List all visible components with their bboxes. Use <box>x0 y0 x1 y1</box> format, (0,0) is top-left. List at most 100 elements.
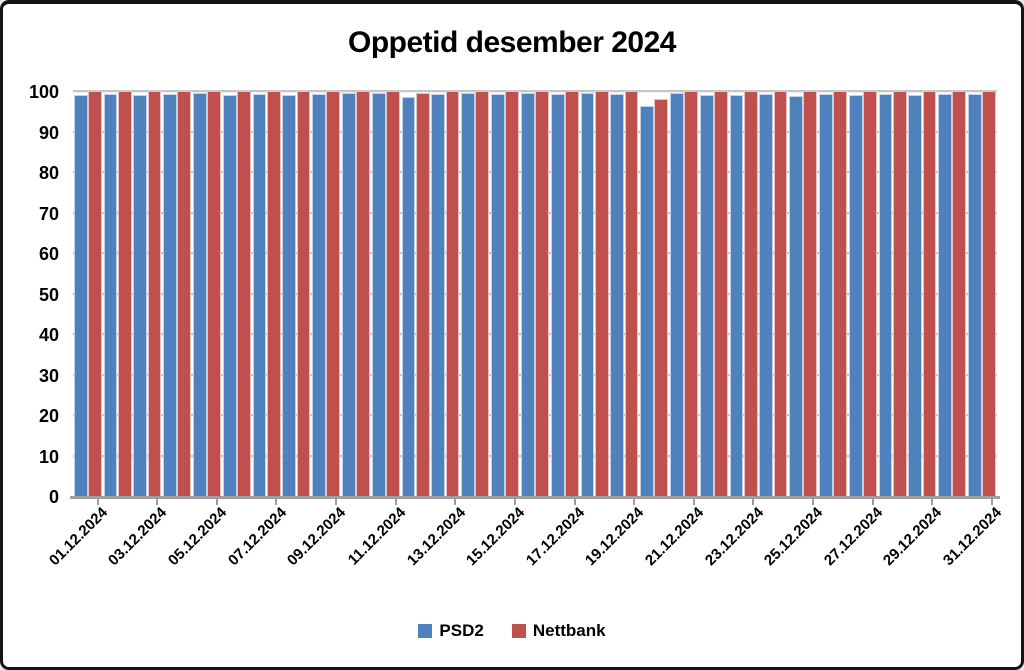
bar-nettbank-10.12.2024 <box>356 91 371 496</box>
bar-nettbank-20.12.2024 <box>654 99 669 496</box>
bar-psd2-14.12.2024 <box>461 93 476 496</box>
bar-psd2-23.12.2024 <box>729 94 744 496</box>
gridline-y-40 <box>73 333 997 335</box>
y-axis-label-70: 70 <box>38 203 59 224</box>
gridline-y-70 <box>73 211 997 214</box>
bar-psd2-09.12.2024 <box>312 93 327 496</box>
bar-nettbank-05.12.2024 <box>207 91 222 496</box>
bar-psd2-28.12.2024 <box>878 93 893 496</box>
bar-nettbank-22.12.2024 <box>713 91 728 496</box>
bar-nettbank-13.12.2024 <box>445 91 460 496</box>
bar-nettbank-26.12.2024 <box>833 91 847 496</box>
bar-nettbank-29.12.2024 <box>922 91 937 496</box>
bar-psd2-19.12.2024 <box>610 93 625 496</box>
x-tick-mark <box>275 499 278 505</box>
bar-nettbank-03.12.2024 <box>147 91 162 496</box>
x-tick-mark <box>811 499 814 505</box>
bar-nettbank-02.12.2024 <box>117 91 132 496</box>
bar-psd2-15.12.2024 <box>491 94 505 496</box>
legend-swatch-nettbank <box>511 624 526 638</box>
bar-nettbank-25.12.2024 <box>803 91 818 496</box>
legend-item-psd2: PSD2 <box>418 621 484 641</box>
x-axis: 01.12.2024 03.12.2024 05.12.2024 07.12.2024… <box>46 504 1005 614</box>
x-tick-mark <box>871 499 874 505</box>
legend-item-nettbank: Nettbank <box>511 621 606 641</box>
x-axis-label-31.12.2024: 31.12.2024 <box>940 504 1006 570</box>
y-axis-label-90: 90 <box>38 122 59 143</box>
bar-psd2-06.12.2024 <box>222 94 237 496</box>
x-axis-label-03.12.2024: 03.12.2024 <box>105 504 171 570</box>
x-axis-label-15.12.2024: 15.12.2024 <box>463 504 529 570</box>
x-axis-label-25.12.2024: 25.12.2024 <box>761 504 827 570</box>
legend: PSD2 Nettbank <box>3 621 1021 641</box>
bar-nettbank-27.12.2024 <box>862 91 877 496</box>
x-axis-label-07.12.2024: 07.12.2024 <box>224 504 290 570</box>
x-axis-label-05.12.2024: 05.12.2024 <box>165 504 231 570</box>
bar-nettbank-15.12.2024 <box>505 91 520 496</box>
chart-title: Oppetid desember 2024 <box>348 26 676 59</box>
gridline-y-20 <box>73 414 997 416</box>
gridline-y-10 <box>73 454 997 457</box>
bar-psd2-03.12.2024 <box>133 95 148 496</box>
x-axis-label-09.12.2024: 09.12.2024 <box>284 504 350 570</box>
gridline-y-100 <box>73 90 997 92</box>
y-axis-label-50: 50 <box>38 284 59 305</box>
bar-nettbank-24.12.2024 <box>773 91 788 496</box>
bar-psd2-02.12.2024 <box>103 93 118 496</box>
x-tick-mark <box>454 499 457 505</box>
bar-nettbank-23.12.2024 <box>743 91 758 496</box>
x-axis-label-19.12.2024: 19.12.2024 <box>582 504 648 570</box>
x-tick-mark <box>931 499 934 505</box>
bar-psd2-13.12.2024 <box>431 94 446 496</box>
bar-nettbank-31.12.2024 <box>982 91 996 496</box>
gridline-y-50 <box>73 292 997 295</box>
bar-nettbank-28.12.2024 <box>892 91 907 496</box>
y-axis-label-40: 40 <box>38 325 59 345</box>
bar-nettbank-17.12.2024 <box>564 91 579 496</box>
bar-nettbank-18.12.2024 <box>594 91 609 496</box>
bar-psd2-01.12.2024 <box>73 95 88 496</box>
bar-nettbank-09.12.2024 <box>326 91 341 496</box>
legend-label-nettbank: Nettbank <box>532 621 606 640</box>
bar-psd2-29.12.2024 <box>908 94 923 496</box>
bar-psd2-25.12.2024 <box>789 95 803 496</box>
y-axis-label-60: 60 <box>38 244 59 264</box>
plot-area <box>70 90 1000 505</box>
bar-nettbank-19.12.2024 <box>624 91 639 496</box>
bar-psd2-31.12.2024 <box>967 94 982 496</box>
x-axis-label-17.12.2024: 17.12.2024 <box>522 504 588 570</box>
y-axis-label-30: 30 <box>38 365 59 386</box>
gridline-y-80 <box>73 171 997 173</box>
bar-psd2-10.12.2024 <box>342 93 356 496</box>
bar-psd2-07.12.2024 <box>252 93 267 496</box>
x-axis-label-23.12.2024: 23.12.2024 <box>701 504 767 570</box>
bar-nettbank-01.12.2024 <box>88 91 102 496</box>
legend-label-psd2: PSD2 <box>439 621 484 640</box>
bar-psd2-20.12.2024 <box>640 106 654 496</box>
bar-nettbank-21.12.2024 <box>684 91 698 496</box>
x-tick-mark <box>513 499 516 505</box>
bar-nettbank-08.12.2024 <box>296 91 311 496</box>
x-axis-label-21.12.2024: 21.12.2024 <box>641 504 708 570</box>
y-axis-label-0: 0 <box>48 487 59 507</box>
bar-psd2-26.12.2024 <box>818 94 833 496</box>
y-axis-label-20: 20 <box>38 406 59 426</box>
bar-psd2-21.12.2024 <box>669 93 684 496</box>
bar-psd2-17.12.2024 <box>550 94 565 496</box>
x-axis-line <box>70 496 1000 499</box>
bar-nettbank-04.12.2024 <box>177 91 192 496</box>
bar-psd2-24.12.2024 <box>759 93 774 496</box>
bar-nettbank-07.12.2024 <box>266 91 281 496</box>
x-axis-label-11.12.2024: 11.12.2024 <box>344 504 409 569</box>
gridline-y-30 <box>73 373 997 376</box>
bar-psd2-18.12.2024 <box>580 93 595 496</box>
legend-swatch-psd2 <box>418 624 433 638</box>
bar-psd2-27.12.2024 <box>848 94 863 496</box>
bar-nettbank-12.12.2024 <box>415 92 430 496</box>
x-tick-mark <box>394 499 397 505</box>
x-tick-mark <box>752 499 755 505</box>
gridline-y-90 <box>73 130 997 133</box>
gridline-y-60 <box>73 252 997 254</box>
bar-nettbank-11.12.2024 <box>386 91 400 496</box>
